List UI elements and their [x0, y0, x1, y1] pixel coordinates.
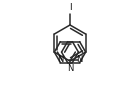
Text: N: N — [57, 55, 64, 64]
Text: N: N — [67, 64, 73, 73]
Text: N: N — [76, 55, 83, 64]
Text: I: I — [69, 3, 71, 12]
